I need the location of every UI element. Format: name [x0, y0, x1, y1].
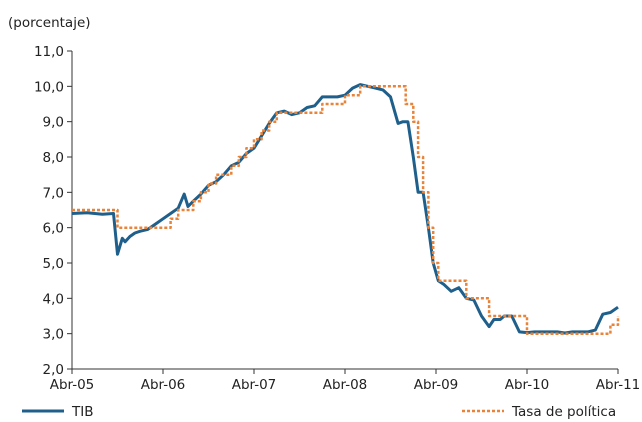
x-tick-label: Abr-09: [414, 377, 459, 393]
x-tick-label: Abr-06: [141, 377, 186, 393]
y-tick-label: 2,0: [43, 362, 64, 378]
x-tick-label: Abr-05: [50, 377, 95, 393]
x-tick-label: Abr-10: [505, 377, 550, 393]
legend-label-tib: TIB: [71, 404, 94, 420]
x-tick-label: Abr-08: [323, 377, 368, 393]
y-tick-label: 9,0: [43, 115, 64, 131]
legend-label-policy-rate: Tasa de política: [511, 404, 616, 420]
legend: TIB Tasa de política: [22, 404, 616, 420]
y-tick-label: 3,0: [43, 327, 64, 343]
y-tick-label: 11,0: [34, 44, 64, 60]
axes: 2,0 3,0 4,0 5,0 6,0 7,0 8,0 9,0 10,0 11,0 Abr-05 Ab…: [34, 44, 640, 393]
y-tick-label: 7,0: [43, 185, 64, 201]
y-tick-label: 4,0: [43, 291, 64, 307]
y-tick-label: 5,0: [43, 256, 64, 272]
y-tick-label: 8,0: [43, 150, 64, 166]
y-unit-label: (porcentaje): [8, 15, 91, 31]
policy-rate-line: [72, 85, 620, 335]
series-layer: [71, 83, 620, 335]
x-tick-label: Abr-07: [232, 377, 277, 393]
x-tick-label: Abr-11: [596, 377, 641, 393]
y-tick-label: 10,0: [34, 79, 64, 95]
y-tick-label: 6,0: [43, 221, 64, 237]
tib-line: [71, 83, 619, 335]
